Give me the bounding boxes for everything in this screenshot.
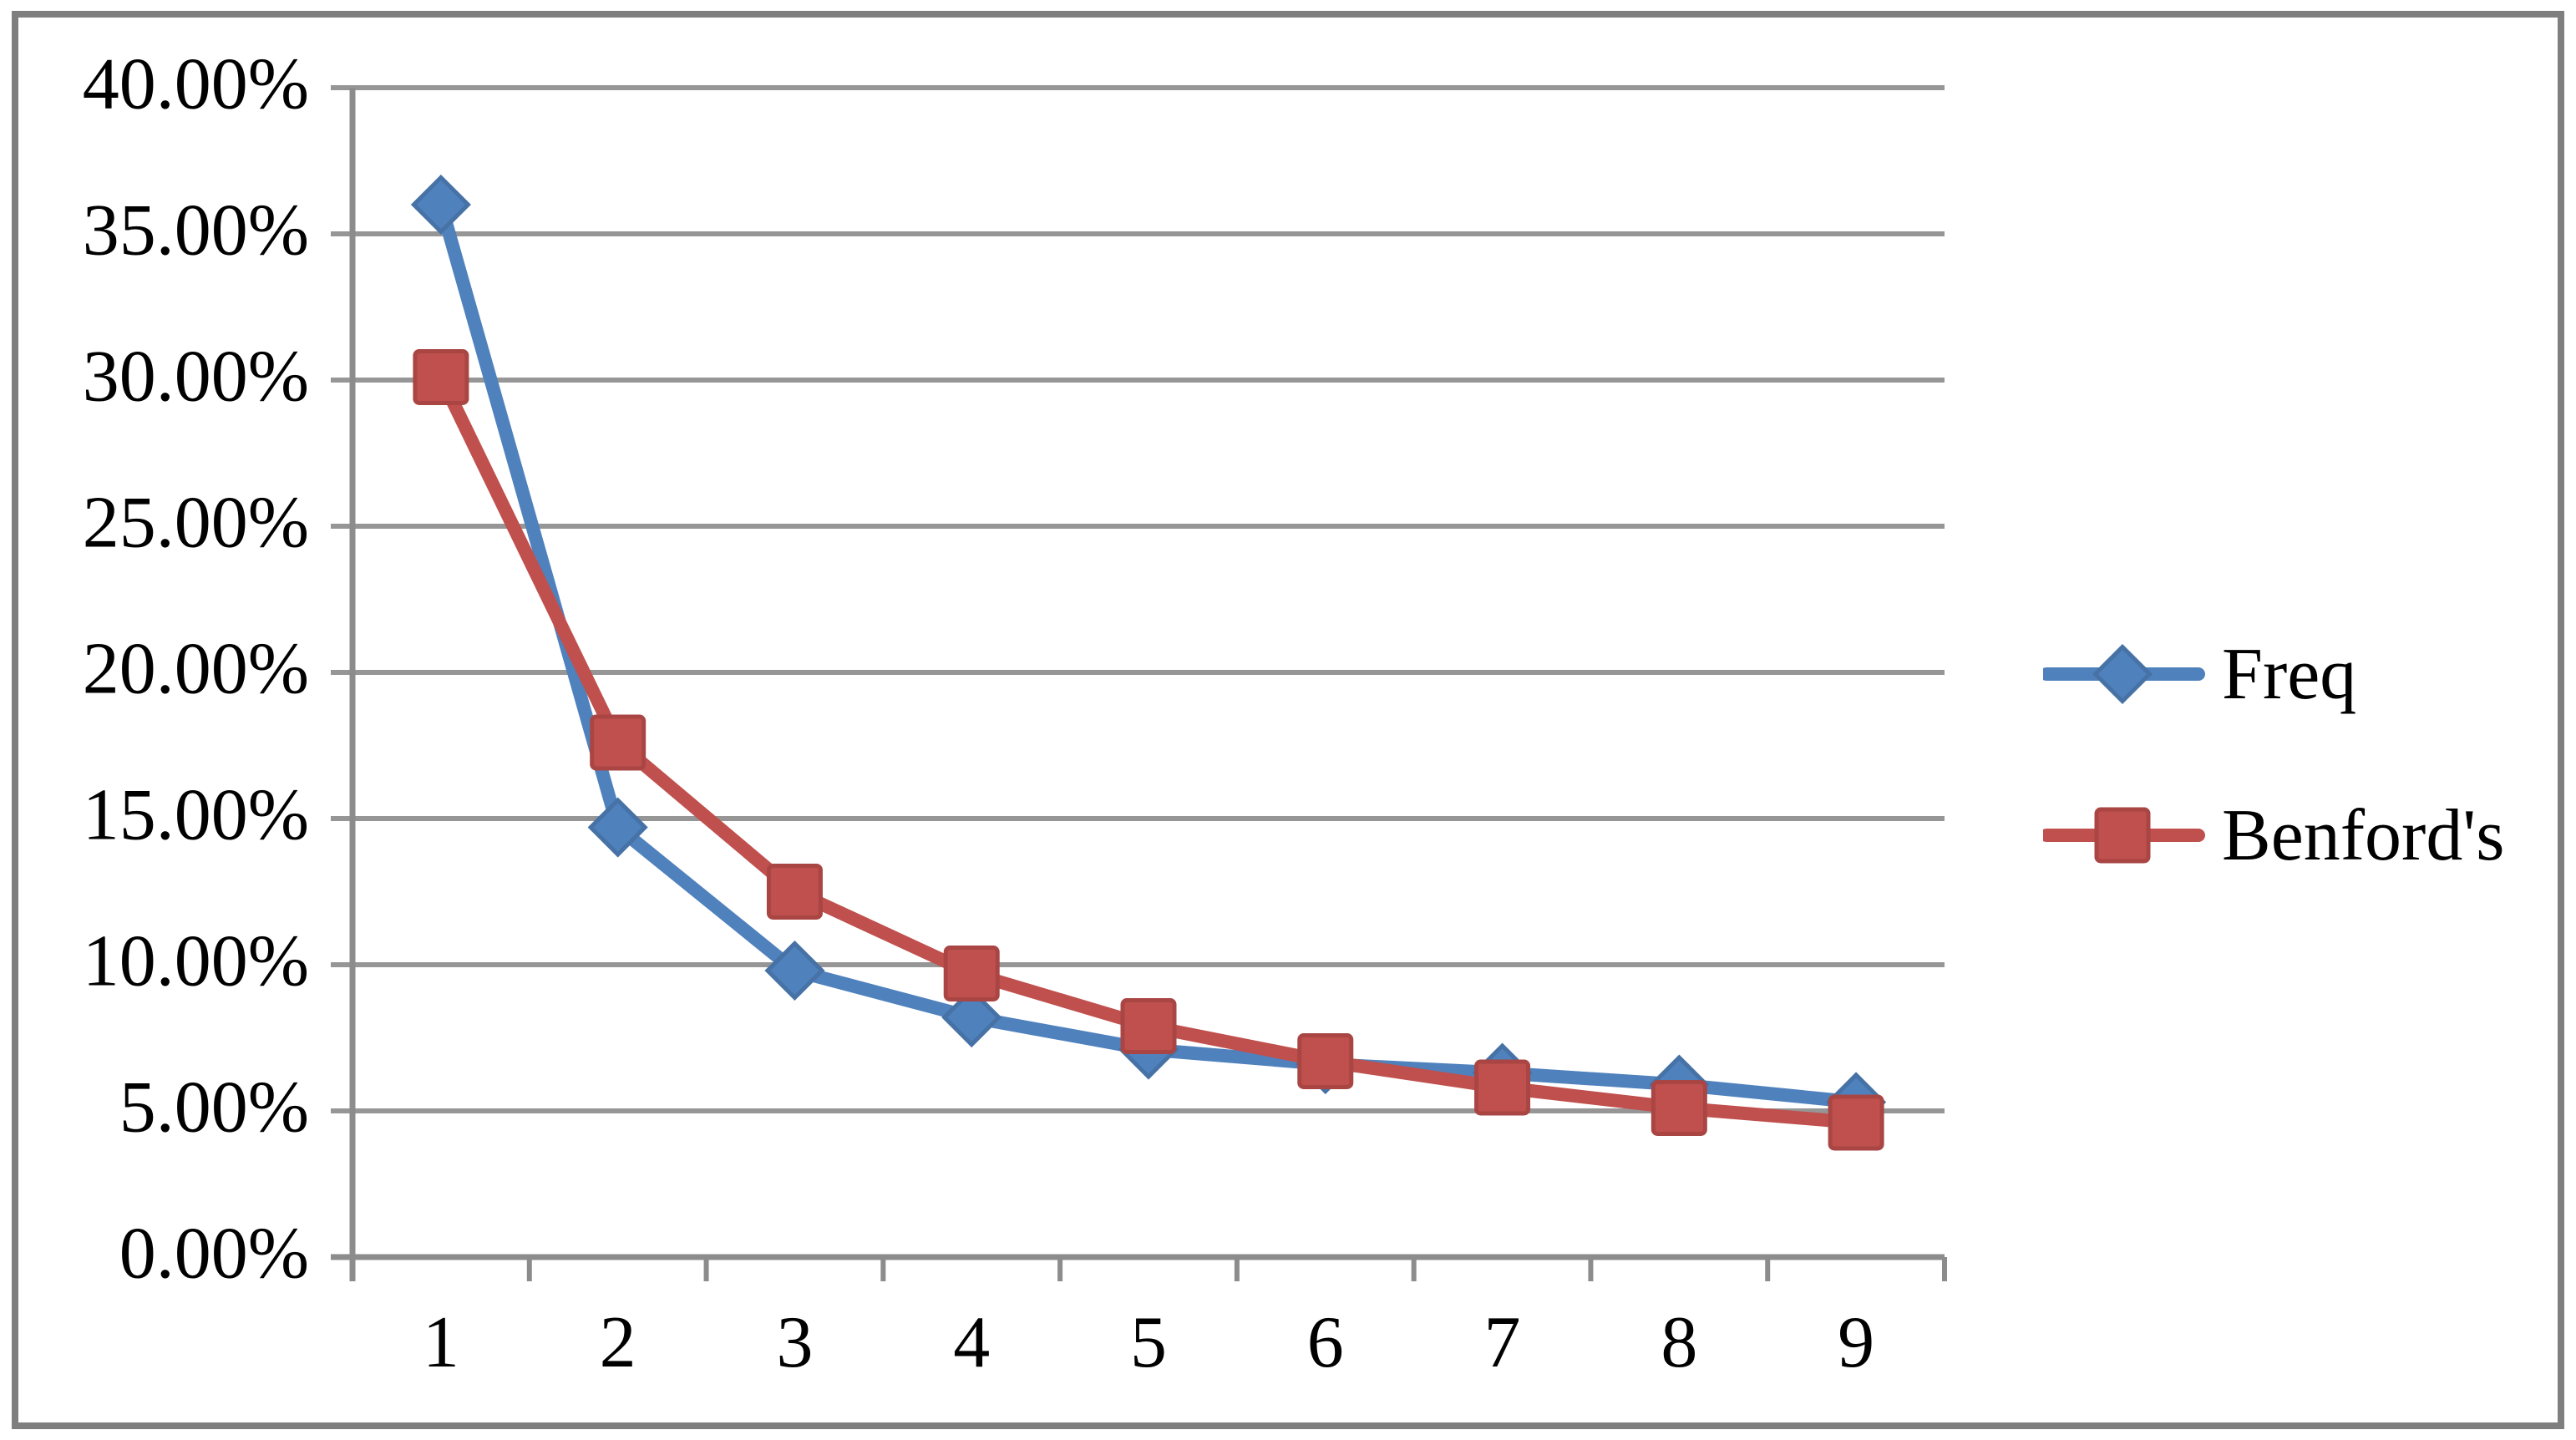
freq-marker-4 — [941, 986, 1002, 1048]
chart-frame — [12, 11, 2564, 1429]
y-axis-label: 25.00% — [82, 482, 309, 564]
benfords-marker-5 — [1120, 998, 1177, 1054]
legend-label-freq: Freq — [2222, 633, 2357, 715]
benfords-legend-marker — [2094, 807, 2151, 864]
x-axis-label: 4 — [953, 1302, 991, 1383]
x-axis-label: 1 — [422, 1302, 459, 1383]
legend-item-benfords: Benford's — [2043, 789, 2504, 881]
benfords-legend-swatch — [2043, 807, 2205, 864]
y-axis-label: 0.00% — [119, 1213, 309, 1295]
y-axis-label: 5.00% — [119, 1067, 309, 1148]
freq-marker-3 — [764, 940, 825, 1001]
freq-marker-1 — [410, 174, 471, 236]
x-axis-label: 3 — [776, 1302, 814, 1383]
legend-item-freq: Freq — [2043, 628, 2504, 720]
x-axis-label: 2 — [599, 1302, 636, 1383]
benfords-marker-7 — [1474, 1059, 1531, 1116]
benfords-marker-9 — [1828, 1094, 1884, 1151]
freq-legend-swatch — [2043, 643, 2205, 705]
x-axis-label: 7 — [1483, 1302, 1521, 1383]
legend: Freq Benford's — [2043, 628, 2504, 951]
y-axis-label: 10.00% — [82, 920, 309, 1002]
y-axis-label: 40.00% — [82, 43, 309, 125]
freq-line — [434, 198, 1864, 1109]
benfords-marker-3 — [766, 864, 823, 920]
x-axis-label: 6 — [1306, 1302, 1344, 1383]
benfords-marker-8 — [1651, 1080, 1707, 1136]
y-axis-label: 20.00% — [82, 628, 309, 710]
y-axis-label: 30.00% — [82, 336, 309, 418]
y-axis-label: 35.00% — [82, 190, 309, 271]
legend-label-benfords: Benford's — [2222, 794, 2505, 876]
x-axis-label: 5 — [1130, 1302, 1167, 1383]
x-axis-label: 9 — [1838, 1302, 1875, 1383]
benfords-marker-6 — [1297, 1033, 1354, 1089]
freq-legend-marker — [2092, 643, 2153, 705]
benfords-marker-4 — [943, 946, 1000, 1001]
x-axis-label: 8 — [1661, 1302, 1698, 1383]
benfords-marker-2 — [590, 714, 647, 771]
y-axis-label: 15.00% — [82, 774, 309, 856]
freq-marker-2 — [587, 797, 648, 858]
benfords-marker-1 — [413, 349, 469, 405]
